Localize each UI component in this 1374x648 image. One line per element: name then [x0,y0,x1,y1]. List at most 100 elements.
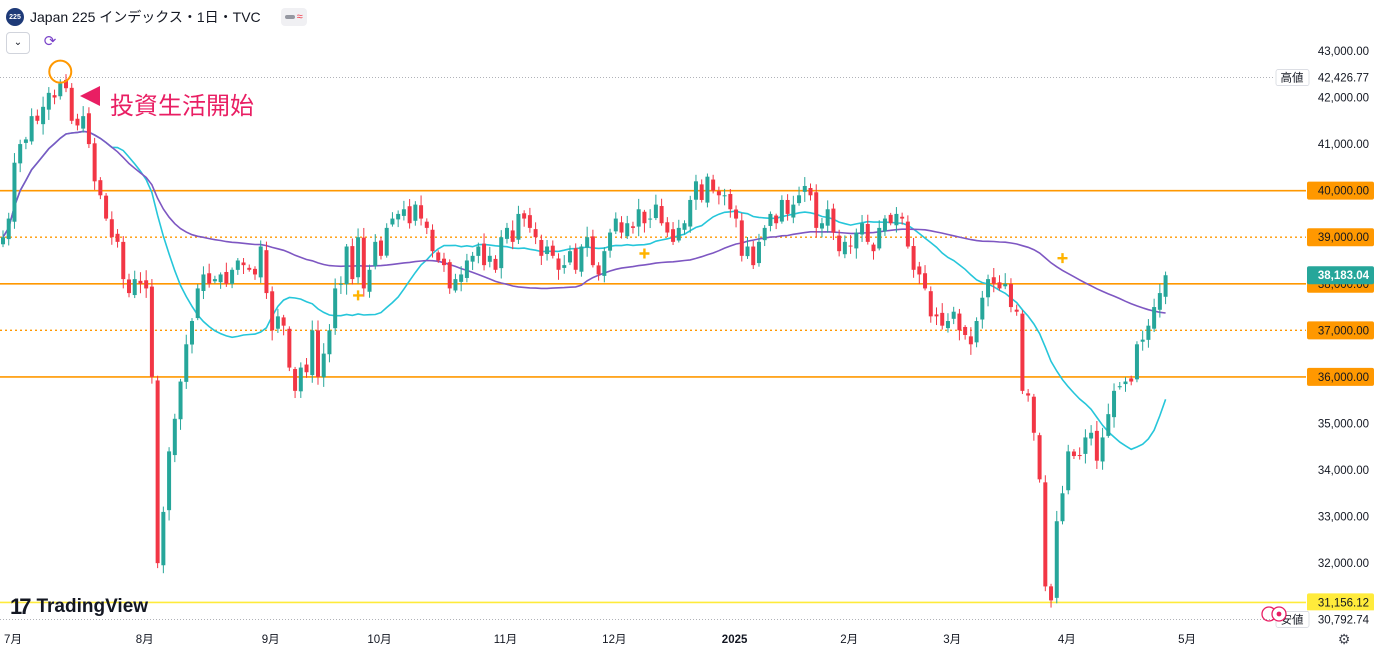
candle-body [441,258,446,266]
candle-body [287,328,292,368]
candle [894,207,899,233]
candle-body [18,144,23,164]
x-tick-label: 10月 [367,634,391,646]
y-tick-label: 32,000.00 [1318,558,1369,570]
candle-body [75,118,80,126]
candle-body [1026,393,1031,396]
candle-body [877,227,882,249]
minus-icon [284,15,295,19]
price-axis: 31,000.0032,000.0033,000.0034,000.0035,0… [1275,46,1374,629]
candle-body [321,353,326,378]
candle [991,267,996,293]
level-price-tag [1307,181,1374,200]
tradingview-logo[interactable]: 17 TradingView [10,596,148,618]
candle [424,218,429,235]
candle [596,262,601,281]
candle [974,317,979,348]
candle [797,186,802,206]
candle [997,275,1002,291]
candle-body [430,229,435,252]
candle [676,219,681,243]
candle-body [923,273,928,289]
candle [241,258,246,274]
candle [281,314,286,336]
candle [298,362,303,398]
level-price-label: 39,000.00 [1318,232,1369,244]
collapse-legend-button[interactable]: ⌄ [6,32,30,54]
candle-body [756,241,761,264]
candle-body [1140,339,1145,342]
candle [41,96,46,135]
candle-body [716,191,721,196]
candle [608,228,613,258]
candle [126,273,131,298]
candle-body [630,226,635,228]
candle-body [911,246,916,270]
candle [1123,377,1128,392]
indicator-status-pill[interactable]: ≈ [280,8,307,26]
y-tick-label: 41,000.00 [1318,139,1369,151]
candle-body [338,283,343,285]
candle-body [522,213,527,219]
candle-body [361,237,366,289]
candle [1083,429,1088,464]
candle [762,225,767,247]
candle [247,264,252,272]
candle [751,240,756,269]
candle-body [814,192,819,228]
candle-body [1008,283,1013,308]
candle-body [310,330,315,376]
candle-body [625,223,630,237]
candle [413,201,418,226]
candle [636,198,641,237]
candle [1100,427,1105,470]
candle-body [447,262,452,289]
candle-body [1112,390,1117,418]
candle [779,195,784,224]
grid-lines [0,77,1306,620]
candle-body [676,227,681,241]
candle-body [315,330,320,377]
candle [1071,449,1076,460]
sync-icon[interactable]: ⟳ [43,33,57,50]
candle-body [545,246,550,255]
candle-body [636,209,641,227]
candle-body [224,271,229,284]
goto-realtime-icon[interactable] [1258,605,1290,623]
symbol-title[interactable]: Japan 225 インデックス・1日・TVC [30,9,261,25]
candle-body [986,279,991,298]
candle-body [1100,437,1105,462]
candle-body [739,220,744,256]
candle-body [905,221,910,247]
candle [470,251,475,270]
candle-body [378,240,383,256]
candle [1003,273,1008,290]
candle-body [860,223,865,235]
candle-body [1003,283,1008,287]
candle-body [401,209,406,216]
candle-body [1031,396,1036,433]
candle [1008,278,1013,313]
candle [1060,485,1065,525]
candle [642,209,647,233]
candle-body [413,204,418,221]
level-price-label: 37,000.00 [1318,325,1369,337]
candle [476,242,481,264]
candle-body [52,95,57,98]
candle-body [333,288,338,329]
candle-body [327,330,332,355]
candle [739,213,744,262]
candle [98,177,103,200]
candle [579,244,584,277]
candle-body [705,176,710,203]
candle-body [281,317,286,326]
candle [1020,310,1025,395]
candle-body [1146,325,1151,340]
candle-body [865,224,870,242]
gear-icon[interactable]: ⚙ [1337,631,1351,647]
candle-body [567,251,572,263]
candle [224,262,229,287]
candle [533,222,538,245]
candle [728,188,733,218]
